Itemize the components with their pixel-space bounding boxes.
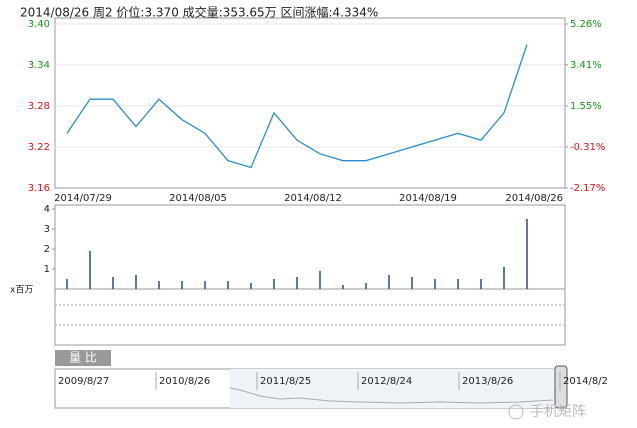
price-frame [54,17,566,189]
tab[interactable] [55,350,111,366]
navigator-date: 2014/8/2 [563,376,608,387]
y-tick-label: 3.16 [28,183,50,194]
watermark: 手机矩阵 [530,404,586,420]
volume-bar [388,275,390,289]
volume-frame [54,204,566,290]
x-tick-label: 2014/08/19 [399,193,457,204]
unit-label: x百万 [10,285,33,296]
volume-bar [503,267,505,289]
x-tick-label: 2014/08/05 [169,193,227,204]
y2-tick-label: 3.41% [570,60,602,71]
volume-bar [135,275,137,289]
y-tick-label: 3.40 [28,19,50,30]
volume-bar [526,219,528,289]
x-tick-label: 2014/08/12 [284,193,342,204]
tab-label[interactable]: 量 比 [69,351,97,365]
volume-bar [273,279,275,289]
x-tick-label: 2014/07/29 [54,193,112,204]
watermark-icon [508,404,524,420]
volume-bar [204,281,206,289]
volume-bar [434,279,436,289]
y2-tick-label: -0.31% [570,142,605,153]
volume-bar [342,285,344,289]
y-tick-label: 4 [44,204,50,215]
volume-bar [296,277,298,289]
y-tick-label: 1 [44,264,50,275]
y2-tick-label: 1.55% [570,101,602,112]
y2-tick-label: -2.17% [570,183,605,194]
volume-bar [181,281,183,289]
chart-title: 2014/08/26 周2 价位:3.370 成交量:353.65万 区间涨幅:… [20,5,378,20]
navigator-date: 2012/8/24 [361,376,412,387]
volume-bar [66,279,68,289]
y-tick-label: 3.28 [28,101,50,112]
navigator-date: 2009/8/27 [58,376,109,387]
volume-bar [480,279,482,289]
navigator-date: 2013/8/26 [462,376,513,387]
volume-bar [457,279,459,289]
volume-bar [365,283,367,289]
volume-bar [227,281,229,289]
volume-bar [411,277,413,289]
y-tick-label: 3.34 [28,60,50,71]
scroll-handle[interactable] [554,365,568,409]
volume-bar [89,251,91,289]
ratio-frame [54,288,566,346]
y-tick-label: 3.22 [28,142,50,153]
navigator-date: 2010/8/26 [159,376,210,387]
volume-bar [250,283,252,289]
price-line [66,44,528,169]
volume-bar [158,281,160,289]
volume-bar [319,271,321,289]
y-tick-label: 3 [44,224,50,235]
y-tick-label: 2 [44,244,50,255]
navigator-range [230,369,555,408]
x-tick-label: 2014/08/26 [505,193,563,204]
y2-tick-label: 5.26% [570,19,602,30]
volume-bar [112,277,114,289]
navigator-line [229,387,554,404]
navigator-date: 2011/8/25 [260,376,311,387]
